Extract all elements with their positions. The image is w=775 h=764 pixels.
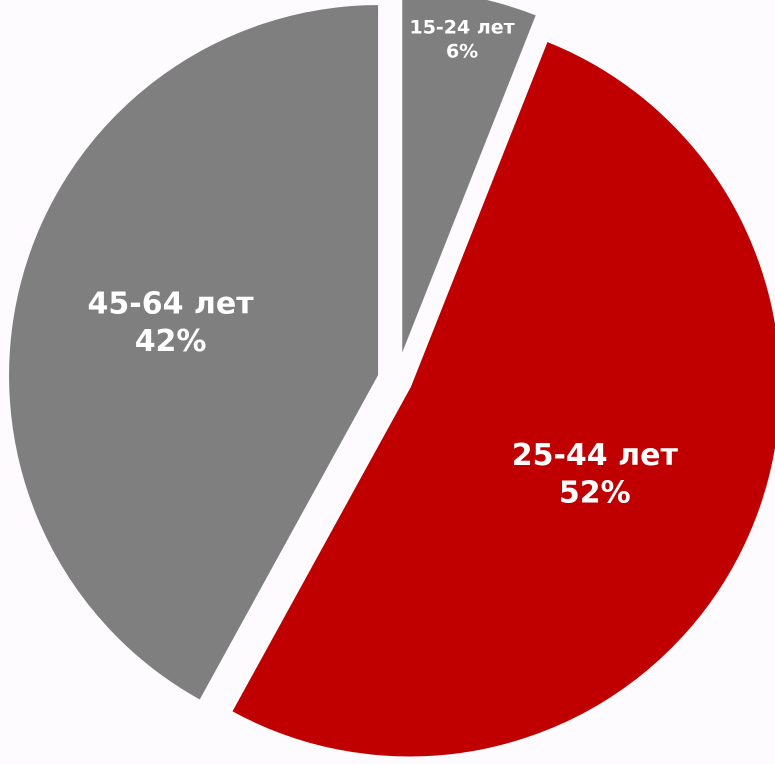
slice-percent-label: 52% (559, 475, 631, 510)
slice-category-label: 45-64 лет (88, 287, 255, 322)
pie-slice-25-44-лет (228, 38, 775, 760)
pie-slice-45-64-лет (6, 2, 382, 704)
slice-category-label: 15-24 лет (409, 17, 514, 39)
pie-slices (6, 0, 775, 760)
slice-percent-label: 42% (135, 324, 207, 359)
slice-category-label: 25-44 лет (512, 438, 679, 473)
slice-percent-label: 6% (446, 40, 478, 62)
pie-slice-15-24-лет (399, 0, 540, 361)
